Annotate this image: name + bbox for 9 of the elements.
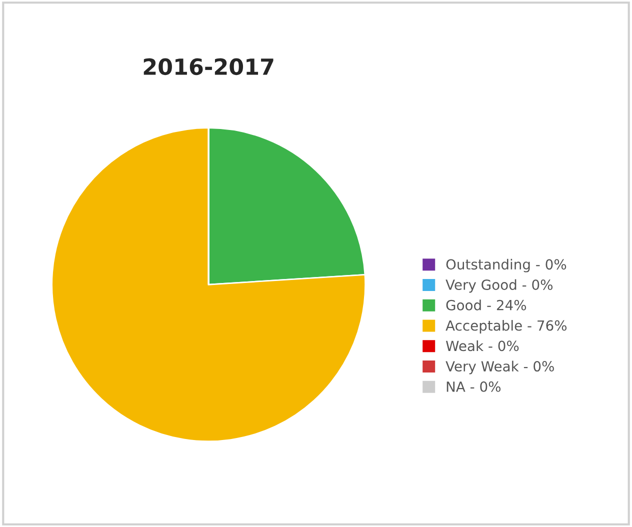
chart-title: 2016-2017 bbox=[144, 58, 274, 76]
legend-label: Weak - 0% bbox=[446, 340, 519, 352]
pie-slice bbox=[51, 127, 366, 442]
legend-label: Good - 24% bbox=[446, 300, 526, 310]
legend-label: NA - 0% bbox=[446, 381, 501, 392]
legend-label: Very Weak - 0% bbox=[446, 360, 554, 374]
legend-label: Acceptable - 76% bbox=[446, 320, 567, 334]
legend-label: Very Good - 0% bbox=[446, 279, 553, 293]
legend-label: Outstanding - 0% bbox=[446, 258, 566, 272]
